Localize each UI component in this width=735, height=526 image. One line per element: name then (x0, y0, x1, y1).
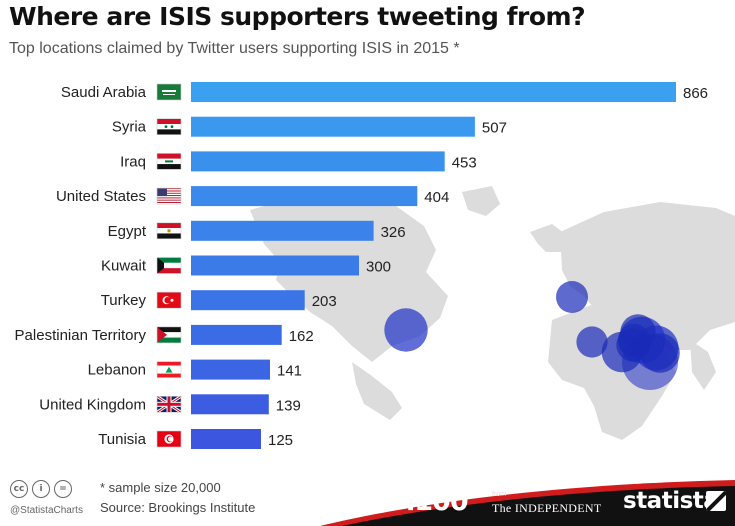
united-kingdom-flag-icon (156, 395, 182, 414)
category-label-united-kingdom: United Kingdom (39, 396, 146, 413)
value-label-egypt: 326 (381, 224, 406, 241)
bar-united-kingdom (191, 394, 269, 415)
sample-note: * sample size 20,000 (100, 480, 221, 495)
chart-title: Where are ISIS supporters tweeting from? (9, 2, 586, 31)
footer-swoosh (320, 480, 735, 526)
category-label-syria: Syria (112, 119, 147, 136)
category-label-palestinian-territory: Palestinian Territory (15, 327, 147, 344)
bar-kuwait (191, 255, 359, 276)
value-label-lebanon: 141 (277, 363, 302, 380)
value-label-iraq: 453 (452, 154, 477, 171)
bar-egypt (191, 220, 374, 241)
chart-subtitle: Top locations claimed by Twitter users s… (9, 40, 460, 57)
bar-tunisia (191, 429, 261, 449)
united-states-flag-icon (156, 187, 182, 205)
statista-handle: @StatistaCharts (10, 505, 83, 516)
category-label-turkey: Turkey (101, 292, 147, 309)
lebanon-flag-icon (156, 361, 182, 378)
bar-turkey (191, 290, 305, 311)
saudi-arabia-flag-icon (156, 83, 182, 101)
footer: cc i = @StatistaCharts * sample size 20,… (0, 472, 735, 526)
category-label-iraq: Iraq (120, 153, 146, 170)
map-bubble-lebanon (617, 323, 651, 357)
bar-iraq (191, 151, 445, 172)
category-label-tunisia: Tunisia (98, 431, 146, 448)
brand-from-label: from (492, 491, 506, 498)
iraq-flag-icon (156, 153, 182, 170)
map-bubble-tunisia (576, 326, 608, 358)
value-label-tunisia: 125 (268, 432, 293, 449)
noderivs-icon: = (54, 480, 72, 498)
palestine-flag-icon (156, 326, 182, 344)
map-bubble-united-kingdom (556, 281, 588, 313)
bar-saudi-arabia (191, 82, 676, 102)
attribution-icon: i (32, 480, 50, 498)
egypt-flag-icon (156, 222, 182, 240)
category-label-kuwait: Kuwait (101, 258, 147, 275)
category-label-lebanon: Lebanon (88, 362, 146, 379)
category-label-saudi-arabia: Saudi Arabia (61, 84, 147, 101)
turkey-flag-icon (156, 291, 182, 309)
statista-logo-icon (706, 491, 726, 511)
kuwait-flag-icon (156, 257, 182, 274)
cc-icon: cc (10, 480, 28, 498)
source-note: Source: Brookings Institute (100, 500, 256, 515)
category-label-united-states: United States (56, 188, 146, 205)
value-label-palestinian-territory: 162 (289, 328, 314, 345)
bar-palestinian-territory (191, 324, 282, 345)
value-label-turkey: 203 (312, 293, 337, 310)
license-icons: cc i = (10, 480, 72, 498)
bar-syria (191, 116, 475, 137)
category-label-egypt: Egypt (108, 223, 147, 240)
i100-logo[interactable]: i100 (406, 486, 469, 517)
statista-logo[interactable]: statista (623, 488, 719, 514)
value-label-united-states: 404 (424, 189, 449, 206)
map-bubbles (384, 281, 680, 390)
syria-flag-icon (156, 118, 182, 135)
bar-series: Saudi Arabia 866 Syria 507 Iraq 453 United Sta… (15, 82, 708, 449)
independent-logo[interactable]: The INDEPENDENT (492, 501, 602, 515)
value-label-syria: 507 (482, 120, 507, 137)
map-bubble-united-states (384, 308, 428, 352)
value-label-kuwait: 300 (366, 259, 391, 276)
bar-united-states (191, 186, 418, 207)
bar-lebanon (191, 359, 270, 380)
tunisia-flag-icon (156, 430, 182, 448)
value-label-saudi-arabia: 866 (683, 85, 708, 102)
value-label-united-kingdom: 139 (276, 397, 301, 414)
